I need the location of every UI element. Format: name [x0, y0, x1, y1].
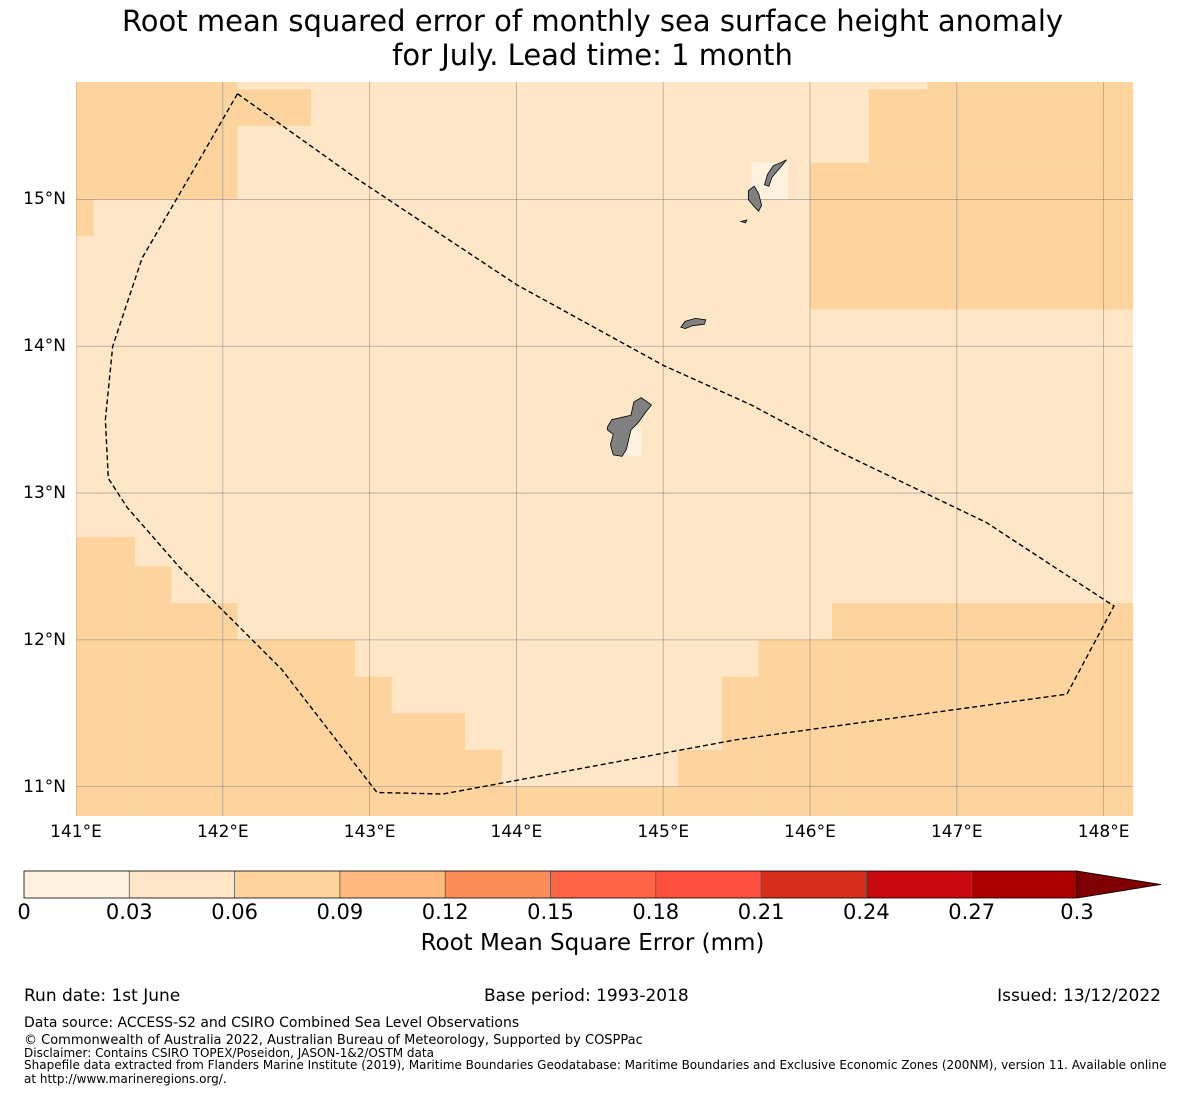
longitude-tick-label: 146°E [784, 822, 836, 842]
error-cell [758, 639, 833, 816]
colorbar-bar [23, 870, 1162, 899]
latitude-tick-label: 15°N [23, 189, 66, 210]
island-guam [607, 397, 653, 457]
colorbar-tick-label: 0.15 [527, 900, 574, 924]
disclaimer: Disclaimer: Contains CSIRO TOPEX/Poseido… [24, 1046, 434, 1060]
longitude-tick-label: 141°E [50, 822, 102, 842]
colorbar-bin [24, 871, 130, 898]
colorbar-tick-label: 0 [17, 900, 31, 924]
colorbar-tick-label: 0.24 [843, 900, 890, 924]
title-line-2: for July. Lead time: 1 month [392, 38, 793, 72]
land-layer [607, 159, 787, 457]
colorbar-bin [761, 871, 867, 898]
colorbar-tick-label: 0.09 [316, 900, 364, 924]
colorbar-tick-label: 0.18 [632, 900, 680, 924]
colorbar-bin [971, 871, 1077, 898]
error-cell [237, 89, 311, 127]
colorbar-tick-label: 0.06 [211, 900, 258, 924]
eez-boundary-line [104, 93, 1115, 795]
run-date: Run date: 1st June [24, 986, 181, 1006]
error-cell [76, 537, 135, 816]
latitude-tick-label: 11°N [23, 776, 66, 797]
error-cell [501, 786, 678, 816]
island-aguijan [739, 219, 748, 224]
shapefile-credit-line-2: at http://www.marineregions.org/. [24, 1072, 227, 1086]
latitude-tick-label: 13°N [23, 483, 66, 504]
base-period: Base period: 1993-2018 [484, 986, 689, 1006]
map-panel [76, 82, 1133, 816]
island-tinian [747, 185, 763, 212]
colorbar-tick-label: 0.3 [1060, 900, 1094, 924]
colorbar-bin [234, 871, 340, 898]
colorbar-label: Root Mean Square Error (mm) [420, 930, 765, 956]
longitude-tick-label: 143°E [343, 822, 396, 842]
error-cell [927, 82, 1133, 90]
colorbar-extend-arrow [1076, 870, 1162, 899]
colorbar-tick-label: 0.03 [105, 900, 153, 924]
error-cell [134, 566, 172, 816]
island-rota [680, 317, 707, 330]
colorbar-tick-label: 0.12 [421, 900, 469, 924]
latitude-tick-label: 12°N [23, 629, 66, 650]
rmse-map [76, 82, 1133, 816]
latitude-tick-label: 14°N [23, 336, 66, 357]
error-cell [391, 713, 466, 816]
colorbar [23, 866, 1168, 904]
longitude-tick-label: 144°E [490, 822, 543, 842]
colorbar-outline [23, 870, 1078, 899]
colorbar-bin [339, 871, 446, 898]
longitude-tick-label: 148°E [1077, 822, 1130, 842]
longitude-tick-label: 142°E [196, 822, 249, 842]
colorbar-tick-label: 0.21 [737, 900, 785, 924]
colorbar-bin [445, 871, 551, 898]
colorbar-bin [129, 871, 235, 898]
error-cell [677, 749, 722, 816]
error-cell [868, 89, 1133, 163]
error-cell [832, 603, 1133, 816]
error-cell [810, 162, 1133, 310]
copyright: © Commonwealth of Australia 2022, Austra… [24, 1033, 643, 1048]
error-cell [465, 749, 502, 816]
colorbar-bin [550, 871, 656, 898]
issued-date: Issued: 13/12/2022 [997, 986, 1161, 1006]
island-saipan [764, 159, 787, 187]
error-cell [354, 676, 392, 816]
title-line-1: Root mean squared error of monthly sea s… [121, 4, 1064, 38]
error-cell [1110, 199, 1133, 273]
error-cell [721, 676, 759, 816]
data-source: Data source: ACCESS-S2 and CSIRO Combine… [24, 1015, 520, 1031]
colorbar-bin [655, 871, 762, 898]
colorbar-tick-label: 0.27 [948, 900, 996, 924]
colorbar-bin [866, 871, 972, 898]
error-cell [76, 199, 94, 237]
map-title: Root mean squared error of monthly sea s… [0, 4, 1185, 72]
error-cell [237, 639, 355, 816]
error-cell [171, 603, 238, 816]
longitude-tick-label: 145°E [637, 822, 690, 842]
shapefile-credit-line-1: Shapefile data extracted from Flanders M… [24, 1058, 1167, 1072]
longitude-tick-label: 147°E [930, 822, 983, 842]
error-cell [76, 82, 238, 200]
